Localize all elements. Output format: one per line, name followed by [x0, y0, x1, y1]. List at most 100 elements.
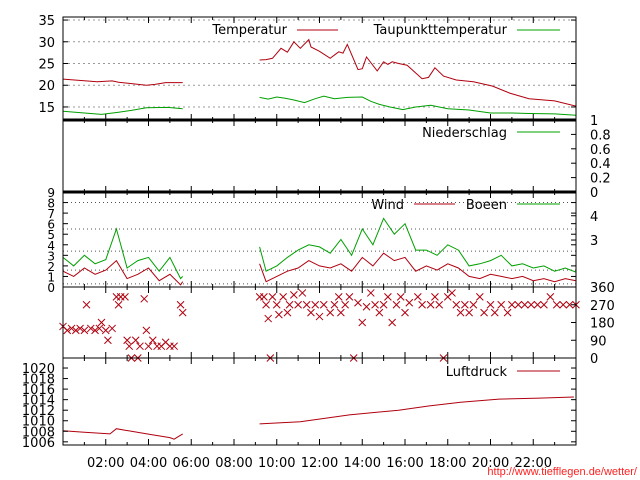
right-y-tick-label: 90 — [590, 334, 607, 349]
right-y-tick-label: 3 — [590, 234, 598, 249]
direction-point — [63, 326, 72, 335]
right-y-tick-label: 0.2 — [590, 172, 611, 187]
x-tick-label: 18:00 — [429, 456, 466, 471]
y-tick-label: 25 — [38, 58, 55, 73]
direction-point — [311, 300, 320, 309]
direction-point — [315, 312, 324, 321]
direction-point — [125, 342, 134, 351]
direction-point — [413, 293, 422, 301]
direction-point — [448, 289, 456, 297]
direction-point — [503, 308, 512, 317]
x-tick-label: 02:00 — [87, 456, 124, 471]
series-line-luftdruck — [63, 428, 183, 440]
legend-temperatur: Temperatur — [211, 23, 287, 38]
y-tick-label: 1008 — [22, 425, 55, 440]
direction-point — [371, 300, 379, 309]
direction-point — [114, 300, 123, 309]
direction-point — [264, 314, 273, 323]
direction-point — [176, 300, 185, 309]
direction-point — [465, 308, 473, 317]
right-y-tick-label: 0 — [590, 352, 598, 367]
y-tick-label: 1010 — [22, 415, 55, 430]
series-line-wind — [63, 259, 184, 286]
direction-point — [71, 326, 80, 335]
right-y-tick-label: 4 — [590, 210, 598, 225]
direction-point — [341, 300, 350, 309]
x-tick-label: 16:00 — [386, 456, 423, 471]
direction-point — [396, 293, 405, 301]
y-tick-label: 8 — [47, 197, 55, 211]
y-tick-label: 6 — [47, 218, 55, 232]
direction-point — [80, 326, 89, 335]
x-tick-label: 10:00 — [258, 456, 295, 471]
direction-point — [82, 300, 91, 309]
direction-point — [283, 308, 292, 317]
direction-point — [302, 300, 311, 309]
direction-point — [552, 300, 561, 309]
y-tick-label: 1020 — [22, 362, 55, 377]
right-y-tick-label: 360 — [590, 281, 615, 296]
direction-point — [319, 300, 328, 309]
direction-point — [108, 324, 117, 333]
direction-point — [486, 300, 495, 309]
direction-point — [326, 308, 335, 317]
x-tick-label: 22:00 — [515, 456, 552, 471]
direction-point — [170, 342, 179, 351]
direction-point — [144, 342, 153, 351]
direction-point — [546, 293, 555, 301]
direction-point — [121, 293, 129, 301]
direction-point — [375, 308, 384, 317]
right-y-tick-label: 0 — [590, 186, 598, 201]
direction-point — [362, 302, 371, 311]
right-y-tick-label: 0.4 — [590, 157, 611, 172]
direction-point — [497, 300, 506, 309]
legend-wind: Wind — [371, 198, 404, 213]
series-line-boeen — [63, 227, 184, 280]
right-y-tick-label: 0.6 — [590, 143, 611, 158]
y-tick-label: 1016 — [22, 383, 55, 398]
direction-point — [354, 298, 362, 307]
series-line-taupunkttemperatur — [63, 106, 183, 115]
series-line-temperatur — [63, 78, 183, 86]
x-tick-label: 08:00 — [215, 456, 252, 471]
y-tick-label: 3 — [47, 249, 55, 263]
right-y-tick-label: 270 — [590, 299, 615, 314]
x-tick-label: 20:00 — [472, 456, 509, 471]
direction-point — [431, 293, 439, 301]
direction-point — [456, 308, 465, 317]
y-tick-label: 1014 — [22, 394, 55, 409]
panel-frame-wind-direction — [62, 286, 577, 359]
direction-point — [559, 300, 568, 309]
y-tick-label: 9 — [47, 186, 55, 200]
direction-point — [91, 326, 99, 335]
direction-point — [334, 293, 343, 301]
direction-point — [401, 308, 409, 317]
y-tick-label: 1012 — [22, 404, 55, 419]
direction-point — [86, 324, 95, 333]
direction-point — [131, 336, 140, 345]
direction-point — [101, 326, 110, 335]
x-tick-label: 14:00 — [344, 456, 381, 471]
source-url: http://www.tiefflegen.de/wetter/ — [487, 466, 638, 478]
direction-point — [345, 293, 354, 301]
direction-point — [136, 342, 144, 351]
y-tick-label: 1006 — [22, 436, 55, 451]
direction-point — [418, 300, 426, 309]
direction-point — [178, 308, 187, 317]
direction-point — [388, 318, 397, 327]
direction-point — [392, 300, 401, 309]
direction-point — [527, 300, 535, 309]
y-tick-label: 1 — [47, 270, 55, 284]
y-tick-label: 1018 — [22, 373, 55, 388]
series-line-luftdruck — [259, 396, 574, 425]
direction-point — [142, 326, 151, 335]
direction-point — [285, 300, 294, 309]
series-line-boeen — [259, 217, 576, 273]
direction-point — [475, 293, 484, 301]
direction-point — [260, 293, 268, 301]
series-line-temperatur — [259, 38, 576, 107]
direction-point — [426, 300, 435, 309]
direction-point — [460, 300, 469, 309]
y-tick-label: 20 — [38, 79, 55, 94]
